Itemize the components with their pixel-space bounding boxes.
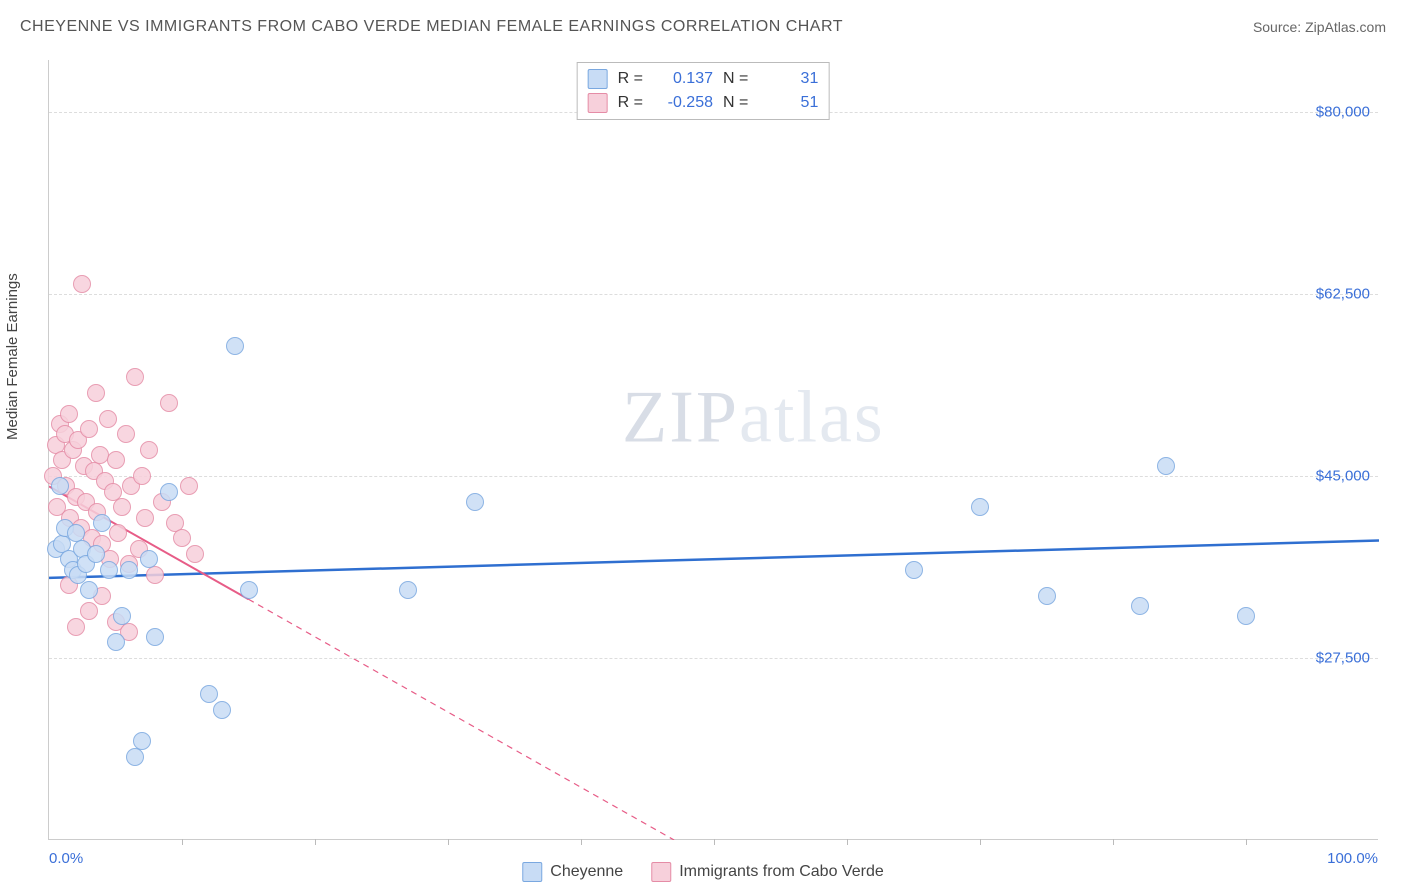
legend-swatch-caboverde	[651, 862, 671, 882]
y-tick-label: $80,000	[1316, 104, 1370, 121]
x-tick	[182, 839, 183, 845]
data-point-cheyenne	[80, 581, 98, 599]
data-point-caboverde	[136, 509, 154, 527]
source-label: Source: ZipAtlas.com	[1253, 19, 1386, 35]
legend-swatch-cheyenne	[522, 862, 542, 882]
x-tick	[1246, 839, 1247, 845]
x-tick	[581, 839, 582, 845]
x-min-label: 0.0%	[49, 850, 83, 867]
bottom-legend: Cheyenne Immigrants from Cabo Verde	[522, 862, 883, 882]
data-point-cheyenne	[51, 477, 69, 495]
data-point-cheyenne	[93, 514, 111, 532]
data-point-cheyenne	[87, 545, 105, 563]
x-tick	[980, 839, 981, 845]
n-label: N =	[723, 94, 748, 112]
data-point-cheyenne	[1038, 587, 1056, 605]
y-axis-label: Median Female Earnings	[4, 273, 21, 440]
data-point-caboverde	[140, 441, 158, 459]
data-point-caboverde	[160, 394, 178, 412]
legend-item-cheyenne: Cheyenne	[522, 862, 623, 882]
trend-lines	[49, 60, 1379, 840]
n-label: N =	[723, 70, 748, 88]
data-point-cheyenne	[240, 581, 258, 599]
x-tick	[315, 839, 316, 845]
r-value: 0.137	[653, 70, 713, 88]
data-point-cheyenne	[133, 732, 151, 750]
legend-item-caboverde: Immigrants from Cabo Verde	[651, 862, 884, 882]
data-point-caboverde	[186, 545, 204, 563]
x-max-label: 100.0%	[1327, 850, 1378, 867]
swatch-cheyenne	[588, 69, 608, 89]
data-point-caboverde	[60, 405, 78, 423]
r-label: R =	[618, 70, 643, 88]
title-bar: CHEYENNE VS IMMIGRANTS FROM CABO VERDE M…	[20, 18, 1386, 36]
plot-area: ZIPatlas $27,500$45,000$62,500$80,0000.0…	[48, 60, 1378, 840]
r-label: R =	[618, 94, 643, 112]
gridline-h	[49, 294, 1378, 295]
data-point-cheyenne	[1157, 457, 1175, 475]
data-point-cheyenne	[1131, 597, 1149, 615]
data-point-cheyenne	[126, 748, 144, 766]
data-point-caboverde	[107, 451, 125, 469]
data-point-cheyenne	[113, 607, 131, 625]
data-point-caboverde	[67, 618, 85, 636]
data-point-caboverde	[113, 498, 131, 516]
data-point-cheyenne	[146, 628, 164, 646]
data-point-caboverde	[146, 566, 164, 584]
chart-title: CHEYENNE VS IMMIGRANTS FROM CABO VERDE M…	[20, 18, 843, 36]
n-value: 31	[758, 70, 818, 88]
stats-row-caboverde: R = -0.258 N = 51	[588, 91, 819, 115]
data-point-cheyenne	[100, 561, 118, 579]
r-value: -0.258	[653, 94, 713, 112]
gridline-h	[49, 476, 1378, 477]
data-point-cheyenne	[140, 550, 158, 568]
data-point-cheyenne	[160, 483, 178, 501]
x-tick	[847, 839, 848, 845]
stats-row-cheyenne: R = 0.137 N = 31	[588, 67, 819, 91]
data-point-cheyenne	[107, 633, 125, 651]
data-point-cheyenne	[1237, 607, 1255, 625]
x-tick	[1113, 839, 1114, 845]
data-point-caboverde	[126, 368, 144, 386]
data-point-caboverde	[180, 477, 198, 495]
data-point-cheyenne	[971, 498, 989, 516]
data-point-cheyenne	[905, 561, 923, 579]
data-point-caboverde	[99, 410, 117, 428]
swatch-caboverde	[588, 93, 608, 113]
y-tick-label: $27,500	[1316, 650, 1370, 667]
data-point-caboverde	[80, 602, 98, 620]
data-point-cheyenne	[226, 337, 244, 355]
y-tick-label: $45,000	[1316, 468, 1370, 485]
data-point-caboverde	[80, 420, 98, 438]
data-point-cheyenne	[200, 685, 218, 703]
data-point-caboverde	[133, 467, 151, 485]
data-point-caboverde	[117, 425, 135, 443]
x-tick	[448, 839, 449, 845]
data-point-caboverde	[109, 524, 127, 542]
data-point-caboverde	[87, 384, 105, 402]
y-tick-label: $62,500	[1316, 286, 1370, 303]
data-point-caboverde	[73, 275, 91, 293]
gridline-h	[49, 658, 1378, 659]
data-point-cheyenne	[399, 581, 417, 599]
legend-label: Cheyenne	[550, 863, 623, 881]
x-tick	[714, 839, 715, 845]
n-value: 51	[758, 94, 818, 112]
data-point-cheyenne	[213, 701, 231, 719]
data-point-caboverde	[173, 529, 191, 547]
data-point-cheyenne	[120, 561, 138, 579]
stats-box: R = 0.137 N = 31 R = -0.258 N = 51	[577, 62, 830, 120]
legend-label: Immigrants from Cabo Verde	[679, 863, 884, 881]
data-point-cheyenne	[466, 493, 484, 511]
